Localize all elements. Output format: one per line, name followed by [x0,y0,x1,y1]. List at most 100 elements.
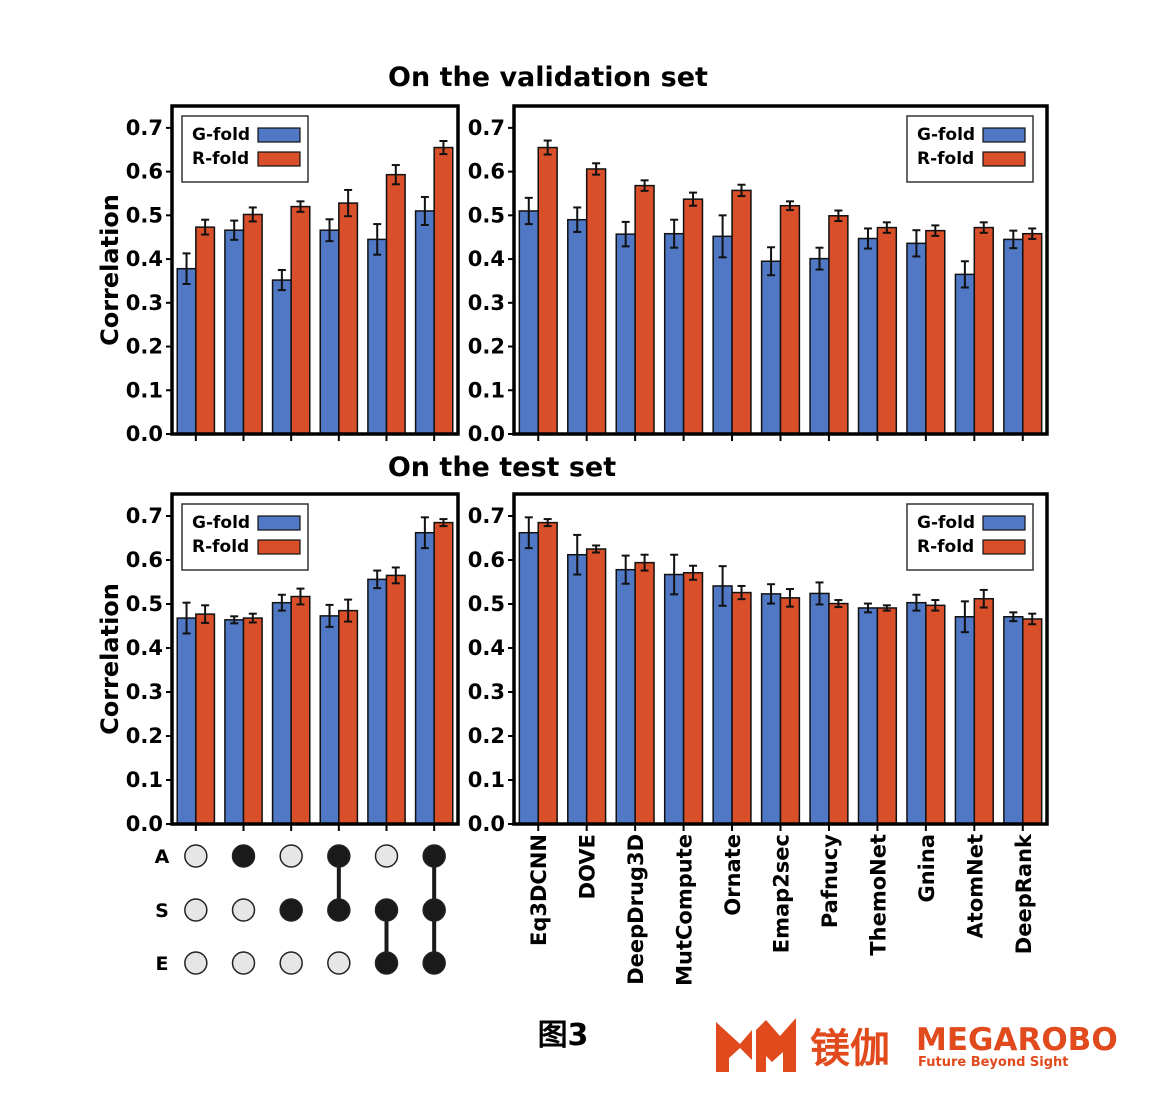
error-bar [543,139,552,156]
error-bar [689,564,698,581]
error-bar [230,615,239,625]
bar-r-fold-2 [634,561,655,825]
bar-r-fold-8 [925,229,946,435]
legend: G-fold R-fold [906,503,1034,571]
matrix-row-label-a: A [155,846,170,868]
y-tick-label: 0.6 [468,548,505,572]
bar-r-fold-2 [290,205,311,435]
logo-tagline: Future Beyond Sight [918,1055,1069,1070]
panel-validation-ablation: 0.0 0.1 0.2 0.3 0.4 0.5 0.6 0.7 Correlation G-fol… [96,104,460,446]
error-bar [201,604,210,624]
bar-r-fold-1 [585,168,607,435]
y-tick-label: 0.3 [126,291,163,315]
error-bar [931,224,940,237]
bar-g-fold-0 [518,210,539,435]
chart-panels: 0.0 0.1 0.2 0.3 0.4 0.5 0.6 0.7 Correlation G-fol… [96,104,1049,986]
error-bar [882,604,891,612]
category-label-9: AtomNet [963,834,987,938]
legend-swatch-r-fold [982,151,1026,167]
legend-label-g-fold: G-fold [192,125,250,145]
matrix-dot [327,844,351,868]
bar-r-fold-0 [195,226,216,435]
category-label-6: Pafnucy [818,834,842,928]
panel-test-methods: 0.0 0.1 0.2 0.3 0.4 0.5 0.6 0.7 Eq3DCNN DOVE DeepD… [468,492,1049,986]
bar-g-fold-1 [224,619,245,825]
category-label-1: DOVE [576,834,600,899]
category-label-7: ThemoNet [866,834,890,956]
matrix-dot [231,844,256,868]
error-bar [1009,611,1018,623]
error-bar [718,214,727,259]
bar-g-fold-1 [224,229,245,435]
bar-g-fold-2 [271,279,292,435]
error-bar [785,588,794,608]
error-bar [277,269,286,292]
legend-swatch-g-fold [982,515,1026,531]
y-tick-label: 0.5 [468,203,505,227]
bar-r-fold-3 [682,198,704,435]
y-tick-label: 0.3 [468,680,505,704]
bar-r-fold-6 [828,602,849,825]
error-bar [201,218,210,236]
combination-matrix: A S E [155,844,446,975]
error-bar [296,587,305,606]
y-tick-label: 0.5 [468,592,505,616]
bar-r-fold-7 [876,607,898,825]
megarobo-mark-icon [716,1018,796,1072]
bar-g-fold-9 [954,616,976,825]
y-tick-label: 0.4 [126,636,163,660]
bar-g-fold-6 [809,257,830,435]
error-bar [325,218,334,243]
legend-swatch-r-fold [982,539,1026,555]
matrix-dot [231,898,256,922]
bar-g-fold-2 [615,568,636,825]
error-bar [737,584,746,601]
legend-label-g-fold: G-fold [917,125,975,145]
bar-g-fold-9 [954,273,976,435]
category-label-0: Eq3DCNN [527,834,551,946]
bar-r-fold-6 [828,215,849,435]
error-bar [815,581,824,606]
y-tick-label: 0.4 [468,247,505,271]
legend-label-r-fold: R-fold [192,149,249,169]
bar-g-fold-3 [319,615,340,825]
y-tick-label: 0.7 [126,116,163,140]
bar-r-fold-5 [433,146,454,435]
error-bar [863,227,872,250]
bar-r-fold-3 [338,609,359,825]
y-tick-label: 0.2 [126,335,163,359]
matrix-dot [374,898,399,922]
plot-frame [512,492,1049,826]
y-tick-label: 0.7 [468,116,505,140]
y-tick-label: 0.2 [468,724,505,748]
y-tick-label: 0.2 [126,724,163,748]
bar-g-fold-3 [663,232,685,435]
bar-r-fold-2 [634,184,655,435]
y-tick-label: 0.2 [468,335,505,359]
error-bar [689,191,698,207]
bar-g-fold-7 [857,237,879,435]
error-bar [296,200,305,213]
y-tick-label: 0.3 [468,291,505,315]
legend-swatch-g-fold [982,127,1026,143]
error-bar [815,246,824,271]
matrix-dot [327,898,351,922]
bar-g-fold-4 [712,585,733,825]
error-bar [391,164,400,186]
error-bar [592,544,601,554]
error-bar [621,220,630,248]
matrix-dot [422,898,446,922]
bar-r-fold-0 [195,613,216,825]
bar-g-fold-0 [518,531,539,825]
y-tick-label: 0.5 [126,203,163,227]
bar-r-fold-4 [731,189,752,435]
bar-r-fold-10 [1022,232,1043,435]
legend: G-fold R-fold [906,115,1034,183]
error-bar [524,516,533,550]
y-tick-label: 0.6 [126,548,163,572]
bar-g-fold-4 [712,235,733,435]
y-tick-label: 0.3 [126,680,163,704]
error-bar [573,206,582,233]
y-tick-label: 0.7 [468,504,505,528]
